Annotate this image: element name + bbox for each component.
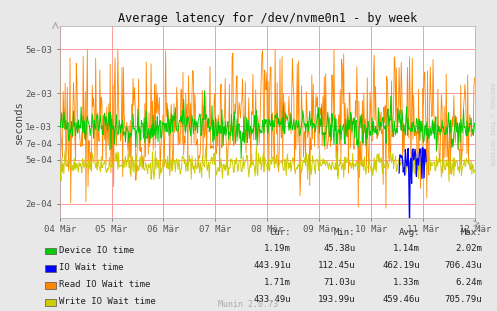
Text: Min:: Min: (334, 228, 355, 237)
Text: 1.71m: 1.71m (264, 278, 291, 287)
Text: 433.49u: 433.49u (253, 295, 291, 304)
Text: 193.99u: 193.99u (318, 295, 355, 304)
Text: Device IO time: Device IO time (59, 246, 134, 255)
Text: Munin 2.0.73: Munin 2.0.73 (219, 300, 278, 309)
Text: 459.46u: 459.46u (382, 295, 420, 304)
Text: 112.45u: 112.45u (318, 261, 355, 270)
Text: 2.02m: 2.02m (455, 244, 482, 253)
Text: 6.24m: 6.24m (455, 278, 482, 287)
Text: 45.38u: 45.38u (323, 244, 355, 253)
Text: Write IO Wait time: Write IO Wait time (59, 298, 156, 306)
Text: 705.79u: 705.79u (444, 295, 482, 304)
Text: 1.14m: 1.14m (393, 244, 420, 253)
Text: Max:: Max: (461, 228, 482, 237)
Text: 462.19u: 462.19u (382, 261, 420, 270)
Text: 1.19m: 1.19m (264, 244, 291, 253)
Text: 443.91u: 443.91u (253, 261, 291, 270)
Text: Cur:: Cur: (269, 228, 291, 237)
Text: Avg:: Avg: (399, 228, 420, 237)
Text: 1.33m: 1.33m (393, 278, 420, 287)
Text: RRDTOOL / TOBI OETIKER: RRDTOOL / TOBI OETIKER (490, 83, 495, 166)
Title: Average latency for /dev/nvme0n1 - by week: Average latency for /dev/nvme0n1 - by we… (117, 12, 417, 25)
Text: 706.43u: 706.43u (444, 261, 482, 270)
Text: Read IO Wait time: Read IO Wait time (59, 281, 150, 289)
Y-axis label: seconds: seconds (14, 100, 24, 144)
Text: 71.03u: 71.03u (323, 278, 355, 287)
Text: IO Wait time: IO Wait time (59, 263, 123, 272)
